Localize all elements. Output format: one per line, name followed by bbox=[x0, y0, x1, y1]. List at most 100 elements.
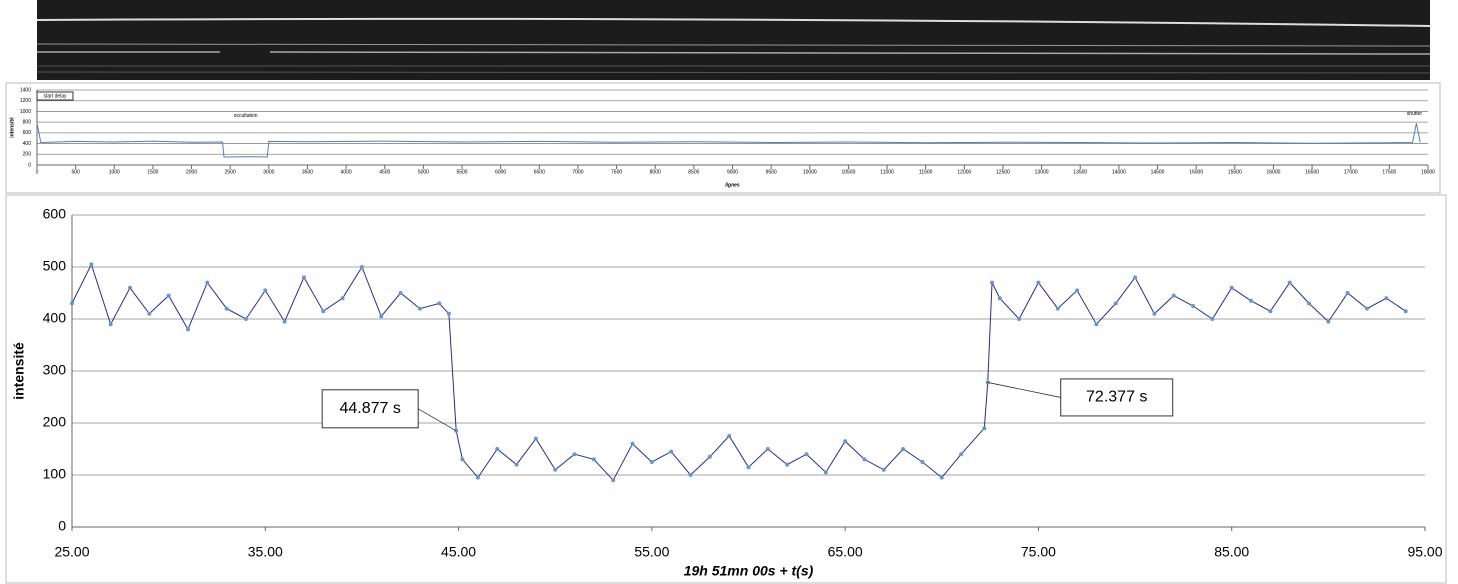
data-point bbox=[631, 442, 635, 446]
data-point bbox=[1152, 312, 1156, 316]
data-point bbox=[1326, 320, 1330, 324]
y-tick-label: 800 bbox=[23, 119, 32, 125]
x-tick-label: 85.00 bbox=[1214, 544, 1249, 560]
y-tick-label: 100 bbox=[43, 466, 67, 482]
x-axis-label: 19h 51mn 00s + t(s) bbox=[684, 563, 814, 579]
data-point bbox=[205, 281, 209, 285]
data-point bbox=[447, 312, 451, 316]
data-point bbox=[804, 452, 808, 456]
x-tick-label: 6000 bbox=[495, 169, 506, 175]
x-tick-label: 10000 bbox=[803, 169, 817, 175]
x-tick-label: 6500 bbox=[534, 169, 545, 175]
x-tick-label: 4000 bbox=[341, 169, 352, 175]
data-point bbox=[920, 460, 924, 464]
y-tick-label: 0 bbox=[28, 162, 31, 168]
x-tick-label: 25.00 bbox=[54, 544, 89, 560]
x-tick-label: 35.00 bbox=[248, 544, 283, 560]
data-point bbox=[1210, 317, 1214, 321]
x-tick-label: 7500 bbox=[611, 169, 622, 175]
y-axis-label: intensité bbox=[11, 342, 27, 400]
data-point bbox=[418, 307, 422, 311]
data-point bbox=[727, 434, 731, 438]
y-tick-label: 200 bbox=[23, 152, 32, 158]
x-tick-label: 15000 bbox=[1189, 169, 1203, 175]
data-point bbox=[321, 309, 325, 313]
data-point bbox=[553, 468, 557, 472]
data-point bbox=[785, 463, 789, 467]
data-point bbox=[534, 437, 538, 441]
x-tick-label: 75.00 bbox=[1021, 544, 1056, 560]
x-tick-label: 12500 bbox=[996, 169, 1010, 175]
data-point bbox=[460, 457, 464, 461]
x-tick-label: 13500 bbox=[1073, 169, 1087, 175]
x-tick-label: 16000 bbox=[1266, 169, 1280, 175]
y-tick-label: 400 bbox=[23, 141, 32, 147]
x-tick-label: 500 bbox=[71, 169, 80, 175]
data-point bbox=[128, 286, 132, 290]
overview-panel bbox=[6, 83, 1440, 193]
data-point bbox=[1172, 294, 1176, 298]
x-tick-label: 1000 bbox=[109, 169, 120, 175]
x-tick-label: 15500 bbox=[1228, 169, 1242, 175]
data-point bbox=[186, 327, 190, 331]
detail-panel bbox=[6, 195, 1446, 583]
data-point bbox=[1017, 317, 1021, 321]
data-point bbox=[959, 452, 963, 456]
x-tick-label: 17500 bbox=[1382, 169, 1396, 175]
x-tick-label: 55.00 bbox=[634, 544, 669, 560]
x-tick-label: 3500 bbox=[302, 169, 313, 175]
x-tick-label: 18000 bbox=[1421, 169, 1435, 175]
x-tick-label: 2000 bbox=[186, 169, 197, 175]
x-tick-label: 0 bbox=[36, 169, 39, 175]
data-point bbox=[573, 452, 577, 456]
data-point bbox=[70, 301, 74, 305]
data-point bbox=[1249, 299, 1253, 303]
x-tick-label: 11500 bbox=[919, 169, 933, 175]
data-point bbox=[495, 447, 499, 451]
data-point bbox=[940, 476, 944, 480]
data-point bbox=[824, 470, 828, 474]
x-tick-label: 10500 bbox=[841, 169, 855, 175]
data-point bbox=[1114, 301, 1118, 305]
data-point bbox=[1036, 281, 1040, 285]
data-point bbox=[244, 317, 248, 321]
y-tick-label: 0 bbox=[58, 518, 66, 534]
x-tick-label: 9500 bbox=[766, 169, 777, 175]
annotation-text: 44.877 s bbox=[339, 400, 400, 417]
x-tick-label: 5500 bbox=[456, 169, 467, 175]
y-tick-label: 600 bbox=[23, 130, 32, 136]
data-point bbox=[1404, 309, 1408, 313]
data-point bbox=[167, 294, 171, 298]
x-tick-label: 13000 bbox=[1035, 169, 1049, 175]
data-point bbox=[360, 265, 364, 269]
data-point bbox=[901, 447, 905, 451]
data-point bbox=[862, 457, 866, 461]
x-tick-label: 12000 bbox=[957, 169, 971, 175]
data-point bbox=[669, 450, 673, 454]
data-point bbox=[708, 455, 712, 459]
y-tick-label: 400 bbox=[43, 310, 67, 326]
y-axis-label: intensité bbox=[9, 117, 15, 138]
data-point bbox=[1365, 307, 1369, 311]
x-tick-label: 95.00 bbox=[1407, 544, 1442, 560]
page: {"chart_data": [ {"type": "line", "color… bbox=[0, 0, 1458, 584]
data-point bbox=[109, 322, 113, 326]
x-tick-label: 14000 bbox=[1112, 169, 1126, 175]
data-point bbox=[379, 314, 383, 318]
data-point bbox=[982, 426, 986, 430]
y-tick-label: 1400 bbox=[20, 87, 31, 93]
data-point bbox=[437, 301, 441, 305]
x-tick-label: 11000 bbox=[880, 169, 894, 175]
data-point bbox=[689, 473, 693, 477]
x-tick-label: 45.00 bbox=[441, 544, 476, 560]
y-tick-label: 500 bbox=[43, 258, 67, 274]
data-point bbox=[515, 463, 519, 467]
data-point bbox=[650, 460, 654, 464]
screenshot: 0200400600800100012001400050010001500200… bbox=[0, 0, 1458, 584]
y-tick-label: 1000 bbox=[20, 109, 31, 115]
data-point bbox=[263, 288, 267, 292]
data-point bbox=[225, 307, 229, 311]
x-tick-label: 65.00 bbox=[828, 544, 863, 560]
annotation-text: start delay bbox=[43, 93, 67, 99]
data-point bbox=[147, 312, 151, 316]
